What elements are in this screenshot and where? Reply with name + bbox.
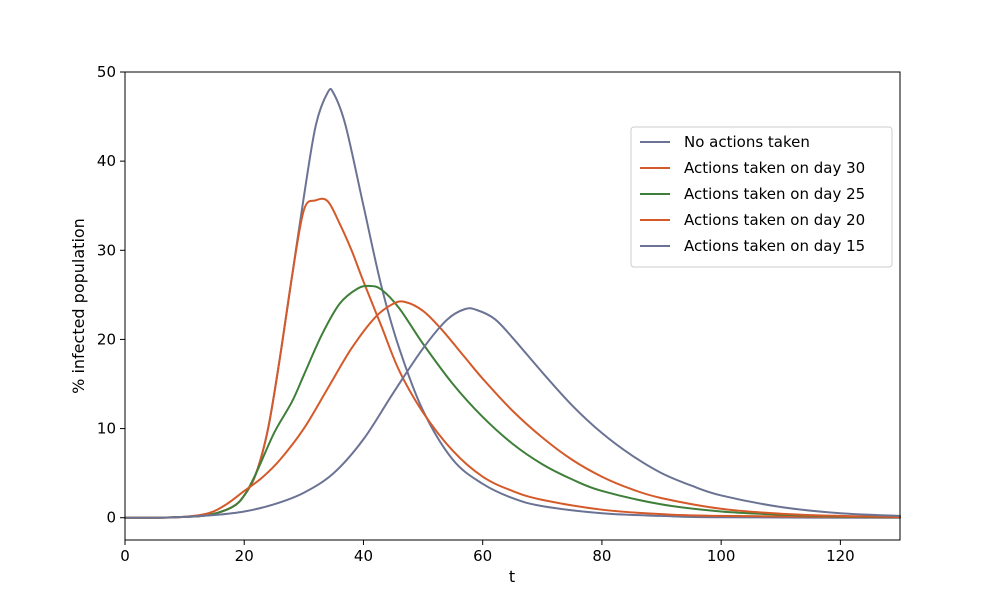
y-tick-label: 20	[97, 330, 116, 348]
plot-frame	[124, 71, 901, 541]
legend-label: Actions taken on day 25	[684, 185, 865, 203]
x-tick-label: 0	[120, 547, 130, 565]
y-axis-label: % infected population	[69, 218, 88, 394]
series-line-4	[124, 300, 901, 519]
x-tick-label: 120	[826, 547, 855, 565]
y-tick-label: 40	[97, 152, 116, 170]
x-tick-label: 20	[235, 547, 254, 565]
y-tick-label: 50	[97, 63, 116, 81]
series-line-3	[124, 284, 901, 519]
x-axis: 0 20 40 60 80 100 120	[120, 540, 855, 565]
y-tick-label: 0	[106, 509, 116, 527]
x-tick-label: 60	[473, 547, 492, 565]
y-tick-label: 30	[97, 241, 116, 259]
legend-label: No actions taken	[684, 133, 810, 151]
legend: No actions taken Actions taken on day 30 A…	[630, 126, 893, 268]
x-tick-label: 80	[592, 547, 611, 565]
legend-label: Actions taken on day 30	[684, 159, 865, 177]
legend-box	[630, 126, 893, 268]
series-layer	[124, 87, 901, 519]
y-axis: 0 10 20 30 40 50	[97, 63, 125, 527]
x-tick-label: 40	[354, 547, 373, 565]
x-axis-label: t	[509, 567, 515, 586]
legend-label: Actions taken on day 20	[684, 211, 865, 229]
series-line-5	[124, 307, 901, 519]
legend-label: Actions taken on day 15	[684, 237, 865, 255]
x-tick-label: 100	[707, 547, 736, 565]
y-tick-label: 10	[97, 420, 116, 438]
